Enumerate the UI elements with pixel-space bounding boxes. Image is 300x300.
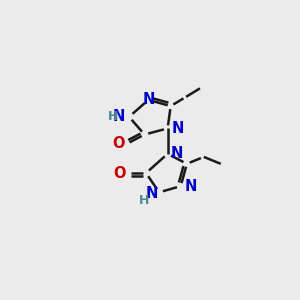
- Text: H: H: [108, 110, 118, 123]
- Text: N: N: [145, 186, 158, 201]
- Text: N: N: [142, 92, 154, 106]
- Text: O: O: [113, 166, 125, 181]
- Text: N: N: [184, 178, 197, 194]
- Text: O: O: [112, 136, 124, 151]
- Text: N: N: [171, 146, 183, 161]
- Text: N: N: [172, 121, 184, 136]
- Text: N: N: [113, 110, 125, 124]
- Text: H: H: [139, 194, 149, 207]
